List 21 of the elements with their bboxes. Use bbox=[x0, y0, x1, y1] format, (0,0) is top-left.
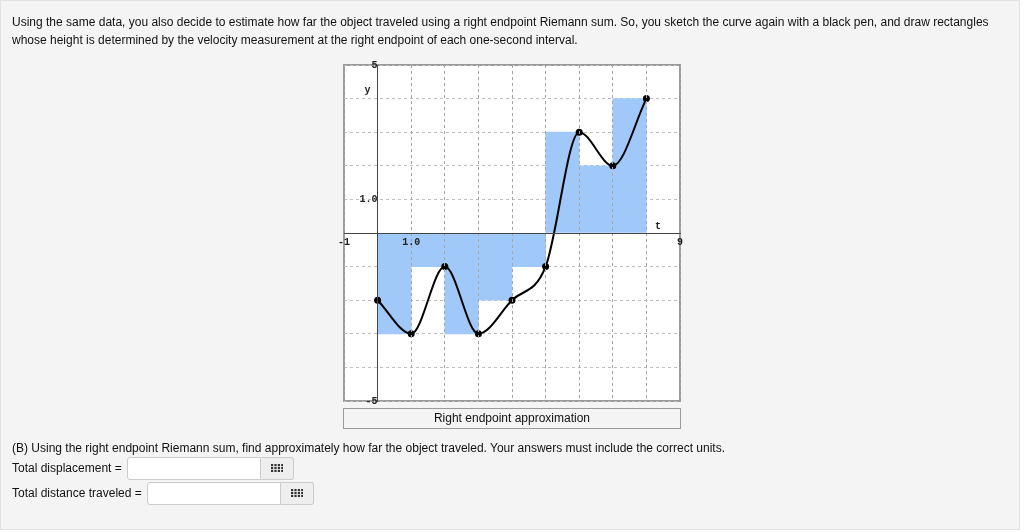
point bbox=[474, 330, 482, 338]
y-tick-label: -5 bbox=[365, 395, 378, 407]
y-axis-title: y bbox=[364, 84, 371, 96]
text: (B) Using the right endpoint Riemann sum, find approximately how far the object traveled. Your answers must include the correct units. bbox=[12, 440, 727, 457]
text: Right endpoint approximation bbox=[343, 408, 681, 429]
text: Using the same data, you also decide to estimate how far the object traveled using a right endpoint Riemann sum. So, you sketch the curve again with a black pen, and draw rectangles whose height is determined by the velocity measurement at the right endpoint of each one-second interval. bbox=[12, 14, 990, 49]
point bbox=[575, 128, 583, 136]
y-tick-label: 1.0 bbox=[359, 193, 378, 205]
point bbox=[609, 162, 617, 170]
x-tick-label: -1 bbox=[337, 236, 351, 248]
point bbox=[508, 296, 516, 304]
point bbox=[542, 263, 550, 271]
x-axis-title: t bbox=[654, 220, 662, 232]
point bbox=[407, 330, 415, 338]
x-tick-label: 1.0 bbox=[402, 236, 421, 248]
point bbox=[642, 95, 650, 103]
text: Total distance traveled = bbox=[12, 486, 142, 500]
x-tick-label: 9 bbox=[676, 236, 684, 248]
text: Total displacement = bbox=[12, 461, 122, 475]
point bbox=[441, 263, 449, 271]
y-tick-label: 5 bbox=[371, 59, 378, 71]
